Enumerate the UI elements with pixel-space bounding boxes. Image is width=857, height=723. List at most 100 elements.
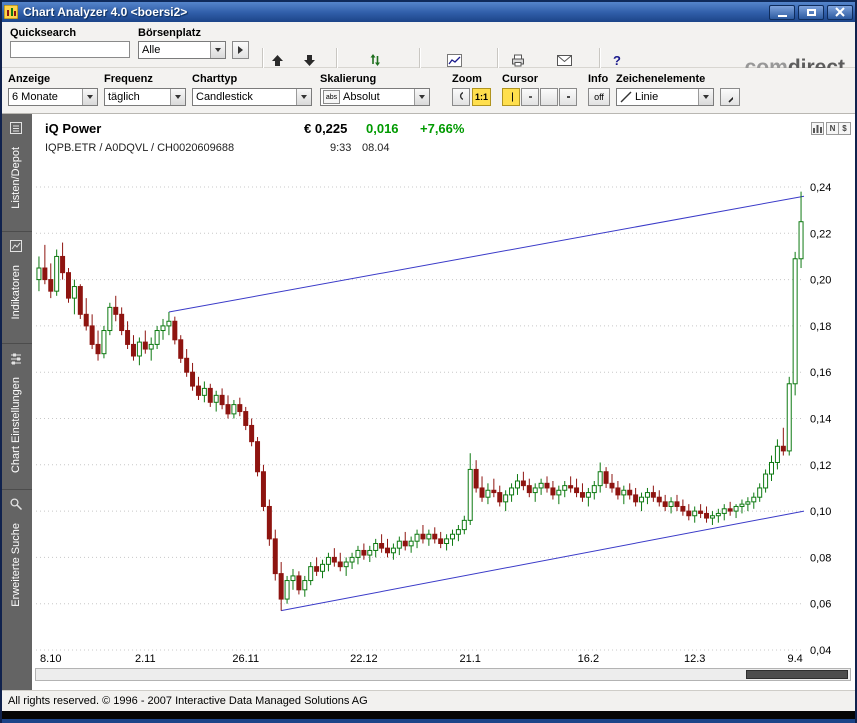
sidebar-item-listen-depot[interactable]: Listen/Depot [0, 114, 32, 232]
draw-line-button[interactable] [720, 88, 740, 106]
statusbar-text: All rights reserved. © 1996 - 2007 Inter… [8, 695, 368, 707]
toolbar-separator [599, 48, 601, 86]
svg-text:2.11: 2.11 [135, 653, 156, 665]
sidebar-item-chart-einstellungen[interactable]: Chart Einstellungen [0, 344, 32, 490]
skalierung-select[interactable]: abs Absolut [320, 88, 430, 106]
close-icon [835, 7, 845, 17]
app-icon [4, 5, 18, 19]
svg-text:0,08: 0,08 [810, 552, 831, 564]
window-border-bottom [0, 711, 857, 719]
abs-icon: abs [323, 90, 340, 104]
chevron-down-icon[interactable] [698, 89, 713, 105]
zoom-ratio-button[interactable]: 1:1 [472, 88, 491, 106]
chevron-right-icon [238, 46, 243, 54]
info-label: Info [588, 73, 609, 85]
line-icon [620, 91, 632, 103]
sidebar-item-indikatoren[interactable]: Indikatoren [0, 232, 32, 344]
volume-bars-icon[interactable] [811, 122, 824, 135]
boersenplatz-expand-button[interactable] [232, 41, 249, 59]
refresh-icon [368, 53, 383, 67]
arrow-cursor-icon [512, 91, 513, 102]
minimize-button[interactable] [769, 4, 795, 20]
chevron-down-icon[interactable] [170, 89, 185, 105]
chevron-down-icon[interactable] [210, 42, 225, 58]
scrollbar-thumb[interactable] [746, 670, 848, 679]
window-title: Chart Analyzer 4.0 <boersi2> [23, 5, 188, 19]
maximize-icon [806, 8, 816, 16]
y-axis-labels: 0,24 0,22 0,20 0,18 0,16 0,14 0,12 0,10 0,08 0,06… [810, 182, 831, 657]
svg-text:12.3: 12.3 [684, 653, 705, 665]
zoom-in-button[interactable] [452, 88, 470, 106]
minimize-icon [777, 14, 787, 17]
diagonal-line-icon [728, 96, 733, 103]
charttyp-select[interactable]: Candlestick [192, 88, 312, 106]
toolbar-separator [419, 48, 421, 86]
gridlines [36, 186, 804, 651]
sidebar-item-erweiterte-suche[interactable]: Erweiterte Suche [0, 490, 32, 640]
x-axis-labels: 8.10 2.11 26.11 22.12 21.1 16.2 12.3 9.4 [40, 653, 803, 665]
svg-text:0,06: 0,06 [810, 599, 831, 611]
maximize-button[interactable] [798, 4, 824, 20]
printer-icon [511, 53, 526, 67]
svg-text:0,24: 0,24 [810, 182, 831, 194]
charttyp-label: Charttyp [192, 73, 238, 85]
toolbar-secondary: Anzeige 6 Monate Frequenz täglich Chartt… [0, 68, 857, 114]
toolbar-separator [262, 48, 264, 86]
instrument-price: € 0,225 [304, 121, 348, 136]
svg-text:0,14: 0,14 [810, 414, 831, 426]
search-icon [9, 497, 23, 516]
svg-text:0,16: 0,16 [810, 367, 831, 379]
quicksearch-label: Quicksearch [10, 27, 77, 39]
quicksearch-input[interactable] [10, 41, 130, 58]
boersenplatz-label: Börsenplatz [138, 27, 201, 39]
window-border-bottom-blue [0, 719, 857, 723]
frequenz-label: Frequenz [104, 73, 153, 85]
svg-text:22.12: 22.12 [350, 653, 378, 665]
chevron-down-icon[interactable] [82, 89, 97, 105]
quote-time: 9:33 [330, 142, 352, 154]
currency-icon[interactable]: $ [838, 122, 851, 135]
listen-depot-icon [9, 121, 23, 140]
cursor-vertical-line-button[interactable] [540, 88, 558, 106]
skalierung-label: Skalierung [320, 73, 377, 85]
svg-text:9.4: 9.4 [787, 653, 802, 665]
candlestick-chart[interactable]: 0,24 0,22 0,20 0,18 0,16 0,14 0,12 0,10 0,08 0,06… [32, 162, 857, 672]
close-button[interactable] [827, 4, 853, 20]
window-border-left [0, 0, 2, 723]
svg-text:0,04: 0,04 [810, 645, 831, 657]
svg-text:0,10: 0,10 [810, 506, 831, 518]
frequenz-select[interactable]: täglich [104, 88, 186, 106]
svg-text:0,22: 0,22 [810, 228, 831, 240]
anzeige-select[interactable]: 6 Monate [8, 88, 98, 106]
indikatoren-icon [9, 239, 23, 258]
cursor-crosshair-button[interactable] [521, 88, 539, 106]
window-border-right [855, 0, 857, 723]
horizontal-line-icon [567, 96, 570, 98]
zoom-label: Zoom [452, 73, 482, 85]
email-icon [557, 53, 573, 67]
chart-scrollbar[interactable] [35, 668, 851, 681]
cursor-horizontal-line-button[interactable] [559, 88, 577, 106]
zeichenelemente-label: Zeichenelemente [616, 73, 706, 85]
svg-text:0,18: 0,18 [810, 321, 831, 333]
benchmark-icon [447, 53, 463, 67]
instrument-ids: IQPB.ETR / A0DQVL / CH0020609688 [45, 142, 235, 154]
toolbar-separator [497, 48, 499, 86]
cursor-arrow-button[interactable] [502, 88, 520, 106]
svg-text:0,20: 0,20 [810, 275, 831, 287]
svg-text:21.1: 21.1 [460, 653, 481, 665]
anzeige-label: Anzeige [8, 73, 51, 85]
toolbar-primary: Quicksearch Börsenplatz Alle Auf Ab Aktu… [0, 22, 857, 86]
svg-text:0,12: 0,12 [810, 460, 831, 472]
boersenplatz-select[interactable]: Alle [138, 41, 226, 59]
zeichenelemente-select[interactable]: Linie [616, 88, 714, 106]
info-toggle-button[interactable]: off [588, 88, 610, 106]
chevron-down-icon[interactable] [414, 89, 429, 105]
svg-text:16.2: 16.2 [578, 653, 599, 665]
instrument-change: 0,016 [366, 121, 399, 136]
chart-einstellungen-icon [9, 351, 23, 370]
trendlines [168, 195, 805, 612]
chevron-down-icon[interactable] [296, 89, 311, 105]
down-arrow-icon [302, 53, 317, 67]
